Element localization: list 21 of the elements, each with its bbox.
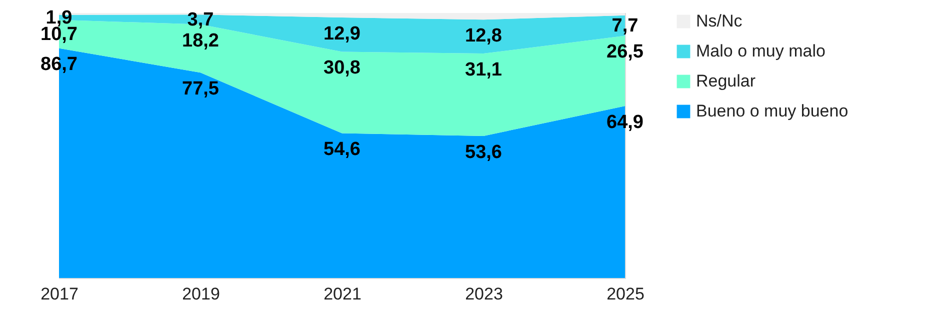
data-label: 54,6 <box>324 139 360 160</box>
data-label: 86,7 <box>40 54 78 76</box>
data-label: 31,1 <box>465 59 502 80</box>
x-tick-label: 2025 <box>606 284 644 304</box>
legend-label: Bueno o muy bueno <box>696 102 848 120</box>
x-tick-label: 2023 <box>465 284 503 304</box>
legend-label: Ns/Nc <box>696 12 743 30</box>
x-tick-label: 2021 <box>324 284 362 304</box>
data-label: 77,5 <box>182 78 220 100</box>
data-label: 12,9 <box>324 23 360 44</box>
data-label: 30,8 <box>324 58 360 79</box>
data-label: 12,8 <box>465 26 502 47</box>
legend-label: Regular <box>696 72 756 90</box>
data-label: 26,5 <box>606 42 644 63</box>
legend-label: Malo o muy malo <box>696 42 826 60</box>
x-tick-label: 2017 <box>40 284 78 304</box>
data-label: 7,7 <box>612 16 638 37</box>
data-label: 53,6 <box>465 142 502 163</box>
data-label: 18,2 <box>182 30 219 52</box>
data-label: 3,7 <box>187 9 214 30</box>
x-tick-label: 2019 <box>182 284 220 304</box>
